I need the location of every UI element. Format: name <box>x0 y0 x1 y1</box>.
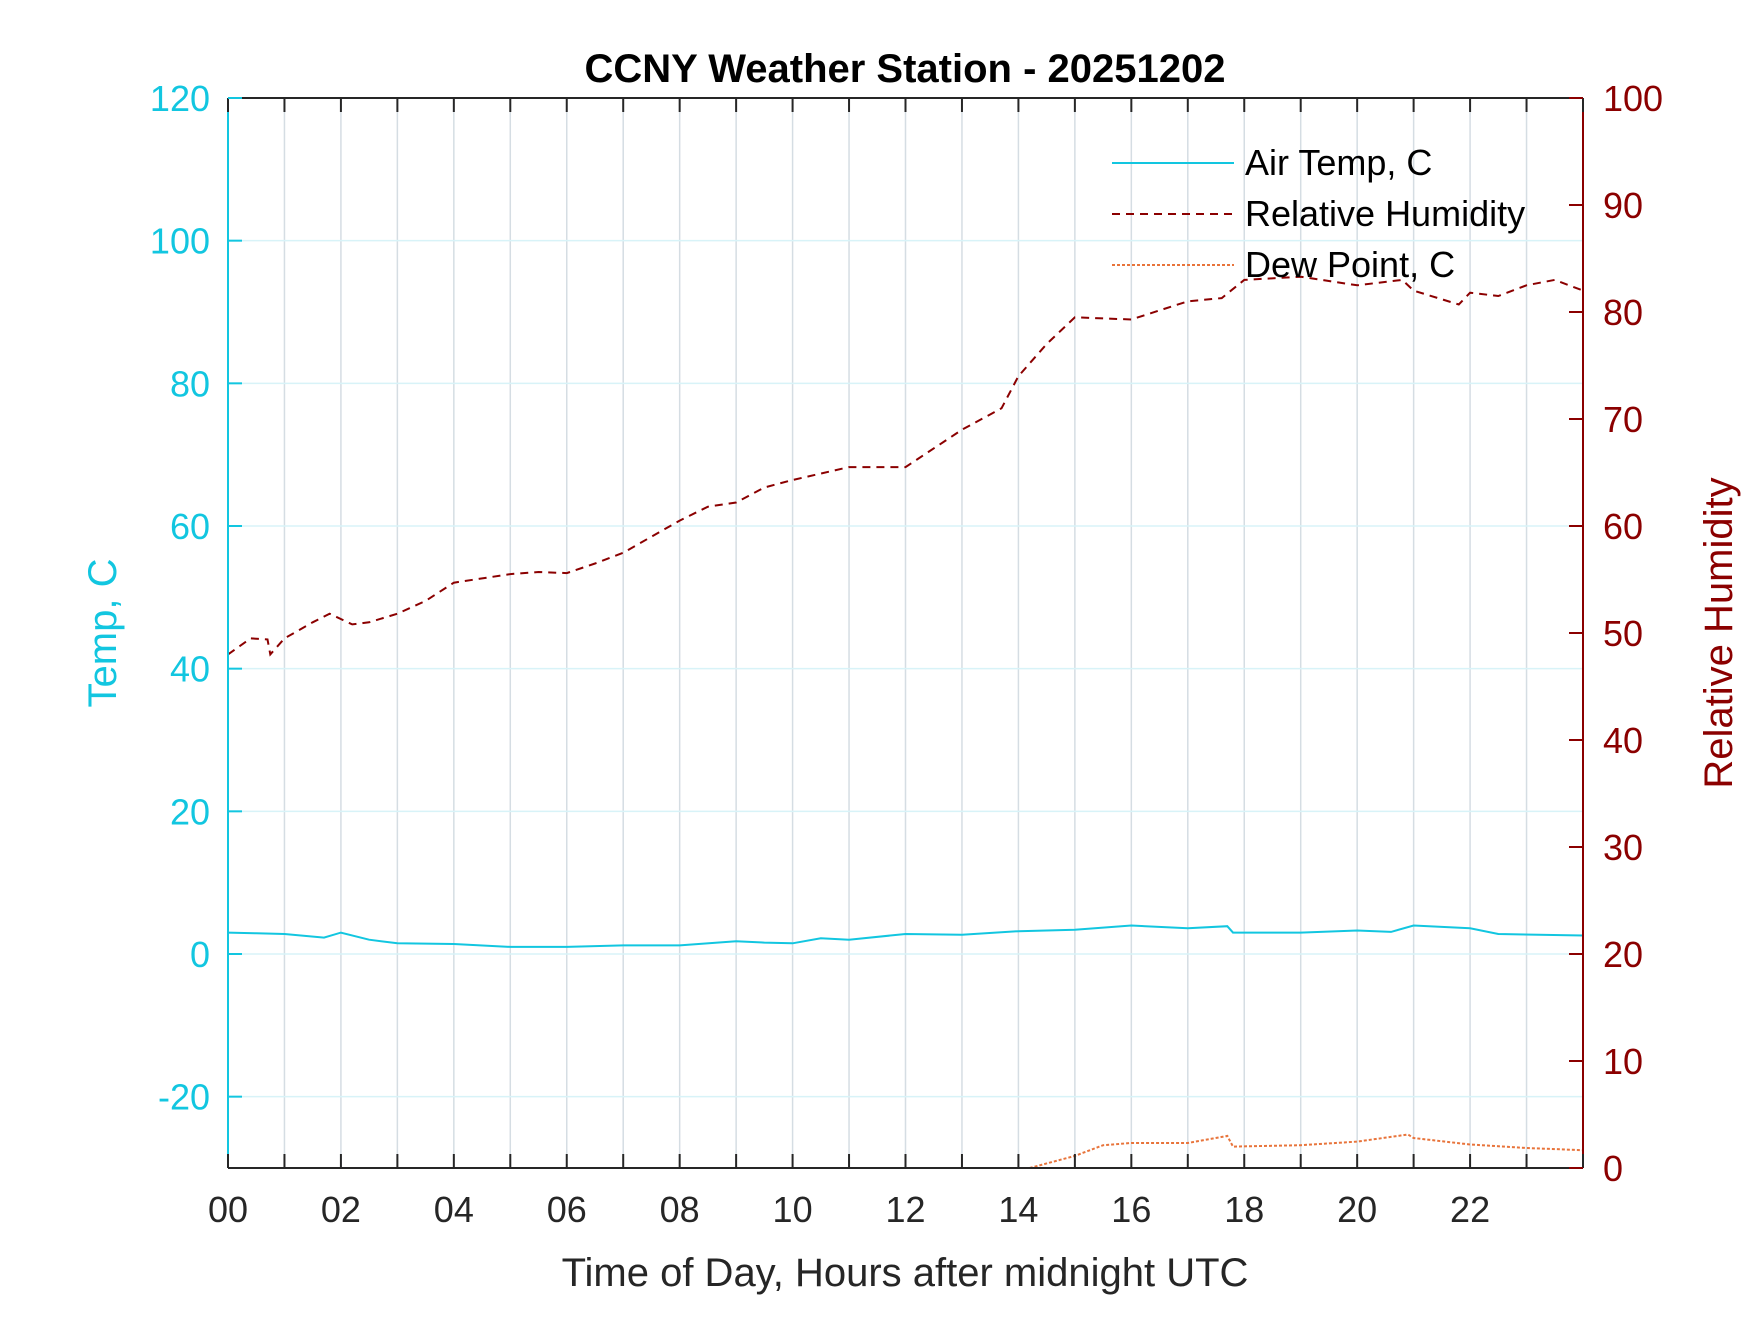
x-tick-label: 18 <box>1224 1189 1264 1230</box>
series-line-air-temp-c <box>227 924 1584 948</box>
y-left-tick-label: 40 <box>170 649 210 690</box>
x-tick-label: 22 <box>1450 1189 1490 1230</box>
legend-label: Dew Point, C <box>1245 244 1455 285</box>
y-left-tick-label: 100 <box>150 221 210 262</box>
chart-title: CCNY Weather Station - 20251202 <box>585 47 1226 91</box>
legend-label: Relative Humidity <box>1245 193 1525 234</box>
x-tick-label: 00 <box>208 1189 248 1230</box>
y-left-tick-label: 0 <box>190 934 210 975</box>
y-right-tick-label: 70 <box>1603 399 1643 440</box>
y-right-tick-label: 90 <box>1603 185 1643 226</box>
x-tick-label: 20 <box>1337 1189 1377 1230</box>
y-left-tick-label: 120 <box>150 78 210 119</box>
x-tick-label: 02 <box>321 1189 361 1230</box>
y-right-tick-label: 100 <box>1603 78 1663 119</box>
y-axis-left-label: Temp, C <box>81 559 125 708</box>
x-tick-label: 12 <box>885 1189 925 1230</box>
x-axis-label: Time of Day, Hours after midnight UTC <box>562 1251 1249 1295</box>
x-tick-label: 16 <box>1111 1189 1151 1230</box>
y-right-tick-label: 50 <box>1603 613 1643 654</box>
y-right-tick-label: 40 <box>1603 720 1643 761</box>
x-tick-label: 04 <box>434 1189 474 1230</box>
y-left-tick-label: -20 <box>158 1077 210 1118</box>
y-right-tick-label: 10 <box>1603 1041 1643 1082</box>
x-tick-label: 14 <box>998 1189 1038 1230</box>
y-left-tick-label: 60 <box>170 506 210 547</box>
series-lines <box>227 275 1584 1169</box>
y-right-tick-label: 20 <box>1603 934 1643 975</box>
legend-label: Air Temp, C <box>1245 142 1432 183</box>
y-left-tick-label: 80 <box>170 363 210 404</box>
y-right-tick-label: 30 <box>1603 827 1643 868</box>
x-tick-label: 06 <box>547 1189 587 1230</box>
y-right-tick-label: 60 <box>1603 506 1643 547</box>
y-left-tick-label: 20 <box>170 791 210 832</box>
x-tick-label: 10 <box>773 1189 813 1230</box>
y-axis-right-label: Relative Humidity <box>1697 477 1741 788</box>
series-line-dew-point-c <box>1029 1133 1584 1169</box>
legend: Air Temp, C Relative Humidity Dew Point, C <box>1112 142 1525 285</box>
series-line-relative-humidity <box>227 275 1584 657</box>
y-right-tick-label: 0 <box>1603 1148 1623 1189</box>
x-tick-label: 08 <box>660 1189 700 1230</box>
axes: 00 02 04 06 08 10 12 14 16 18 20 22-200204060801001… <box>150 78 1663 1230</box>
y-right-tick-label: 80 <box>1603 292 1643 333</box>
